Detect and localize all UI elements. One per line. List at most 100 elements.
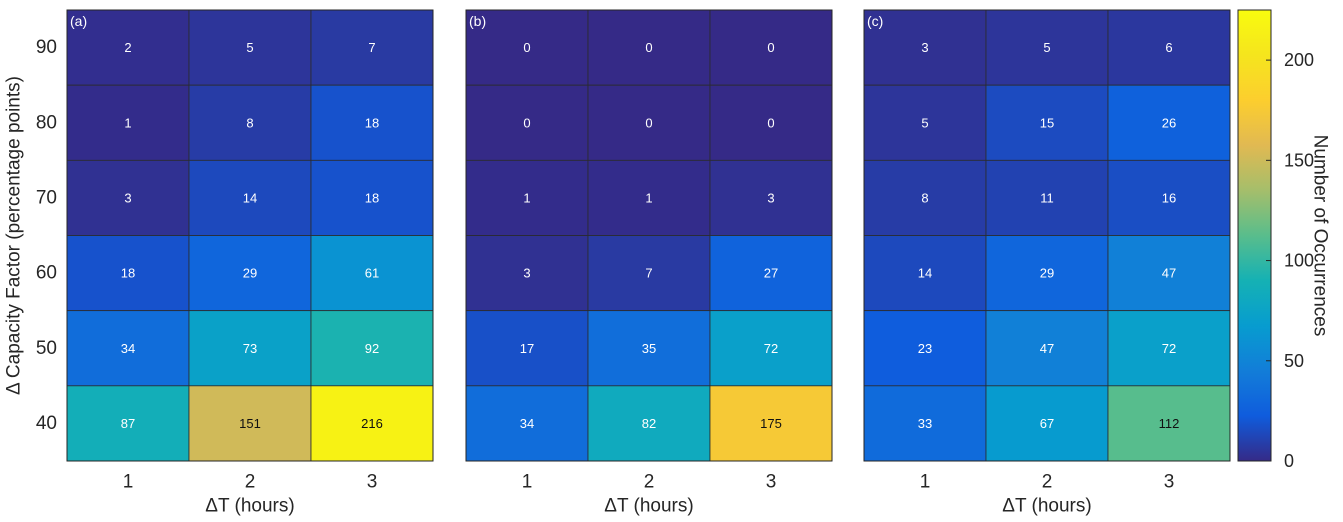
cell-value-label: 34 bbox=[121, 341, 135, 356]
cell-value-label: 35 bbox=[642, 341, 656, 356]
cell-value-label: 0 bbox=[645, 115, 652, 130]
heatmap-cell bbox=[863, 84, 987, 161]
cell-value-label: 72 bbox=[764, 341, 778, 356]
cell-value-label: 23 bbox=[918, 341, 932, 356]
heatmap-cell bbox=[1107, 385, 1231, 462]
heatmap-cell bbox=[188, 385, 312, 462]
x-tick-label: 1 bbox=[920, 472, 931, 493]
heatmap-cell bbox=[587, 235, 711, 312]
cell-value-label: 16 bbox=[1162, 190, 1176, 205]
cell-value-label: 175 bbox=[760, 416, 782, 431]
y-tick-label: 40 bbox=[36, 413, 57, 434]
cell-value-label: 26 bbox=[1162, 115, 1176, 130]
heatmap-cell bbox=[863, 159, 987, 236]
heatmap-cell bbox=[709, 84, 833, 161]
cell-value-label: 8 bbox=[246, 115, 253, 130]
cell-value-label: 5 bbox=[1043, 40, 1050, 55]
cell-value-label: 6 bbox=[1165, 40, 1172, 55]
y-axis-label: Δ Capacity Factor (percentage points) bbox=[4, 76, 25, 395]
cell-value-label: 82 bbox=[642, 416, 656, 431]
heatmap-cell bbox=[310, 84, 434, 161]
heatmap-cell bbox=[863, 9, 987, 86]
x-axis-label: ΔT (hours) bbox=[604, 496, 693, 517]
y-tick-label: 90 bbox=[36, 37, 57, 58]
cell-value-label: 8 bbox=[921, 190, 928, 205]
x-axis-label: ΔT (hours) bbox=[205, 496, 294, 517]
cell-value-label: 0 bbox=[645, 40, 652, 55]
panel-frame bbox=[66, 9, 434, 462]
cell-value-label: 1 bbox=[523, 190, 530, 205]
heatmap-cell bbox=[709, 385, 833, 462]
cell-value-label: 2 bbox=[124, 40, 131, 55]
cell-value-label: 27 bbox=[764, 266, 778, 281]
heatmap-cell bbox=[465, 84, 589, 161]
heatmap-cell bbox=[310, 235, 434, 312]
cell-value-label: 29 bbox=[243, 266, 257, 281]
heatmap-cell bbox=[1107, 310, 1231, 387]
cell-value-label: 112 bbox=[1159, 416, 1180, 431]
cell-value-label: 18 bbox=[365, 115, 379, 130]
x-tick-label: 3 bbox=[766, 472, 777, 493]
panel-frame bbox=[863, 9, 1231, 462]
cell-value-label: 18 bbox=[365, 190, 379, 205]
colorbar-tick-label: 100 bbox=[1284, 251, 1314, 271]
heatmap-cell bbox=[587, 385, 711, 462]
heatmap-cell bbox=[587, 310, 711, 387]
heatmap-cell bbox=[1107, 235, 1231, 312]
x-tick-label: 3 bbox=[367, 472, 378, 493]
cell-value-label: 1 bbox=[645, 190, 652, 205]
cell-value-label: 33 bbox=[918, 416, 932, 431]
panel-label: (c) bbox=[867, 13, 883, 29]
cell-value-label: 216 bbox=[361, 416, 383, 431]
cell-value-label: 0 bbox=[523, 40, 530, 55]
heatmap-cell bbox=[709, 235, 833, 312]
cell-value-label: 73 bbox=[243, 341, 257, 356]
cell-value-label: 14 bbox=[243, 190, 257, 205]
cell-value-label: 151 bbox=[239, 416, 261, 431]
heatmap-cell bbox=[985, 159, 1109, 236]
cell-value-label: 14 bbox=[918, 266, 932, 281]
cell-value-label: 67 bbox=[1040, 416, 1054, 431]
heatmap-cell bbox=[465, 235, 589, 312]
heatmap-cell bbox=[587, 84, 711, 161]
heatmap-cell bbox=[985, 84, 1109, 161]
panel-frame bbox=[465, 9, 833, 462]
x-tick-label: 2 bbox=[1042, 472, 1053, 493]
heatmap-cell bbox=[66, 235, 190, 312]
y-tick-label: 60 bbox=[36, 263, 57, 284]
cell-value-label: 3 bbox=[523, 266, 530, 281]
cell-value-label: 47 bbox=[1040, 341, 1054, 356]
x-tick-label: 3 bbox=[1164, 472, 1175, 493]
x-axis-label: ΔT (hours) bbox=[1002, 496, 1091, 517]
heatmap-cell bbox=[985, 9, 1109, 86]
heatmap-cell bbox=[1107, 84, 1231, 161]
cell-value-label: 1 bbox=[124, 115, 131, 130]
heatmap-cell bbox=[188, 9, 312, 86]
x-tick-label: 1 bbox=[123, 472, 134, 493]
cell-value-label: 17 bbox=[520, 341, 534, 356]
heatmap-cell bbox=[587, 159, 711, 236]
cell-value-label: 0 bbox=[767, 115, 774, 130]
cell-value-label: 7 bbox=[645, 266, 652, 281]
heatmap-cell bbox=[310, 310, 434, 387]
y-tick-label: 50 bbox=[36, 338, 57, 359]
heatmap-cell bbox=[66, 310, 190, 387]
heatmap-cell bbox=[66, 9, 190, 86]
cell-value-label: 87 bbox=[121, 416, 135, 431]
x-tick-label: 1 bbox=[522, 472, 533, 493]
cell-value-label: 0 bbox=[523, 115, 530, 130]
heatmap-cell bbox=[188, 84, 312, 161]
cell-value-label: 15 bbox=[1040, 115, 1054, 130]
heatmap-cell bbox=[66, 84, 190, 161]
colorbar-tick-label: 0 bbox=[1284, 451, 1294, 471]
cell-value-label: 5 bbox=[246, 40, 253, 55]
cell-value-label: 47 bbox=[1162, 266, 1176, 281]
colorbar-tick-label: 50 bbox=[1284, 351, 1304, 371]
heatmap-cell bbox=[465, 310, 589, 387]
x-tick-label: 2 bbox=[245, 472, 256, 493]
x-tick-label: 2 bbox=[644, 472, 655, 493]
heatmap-cell bbox=[188, 159, 312, 236]
y-tick-label: 80 bbox=[36, 112, 57, 133]
